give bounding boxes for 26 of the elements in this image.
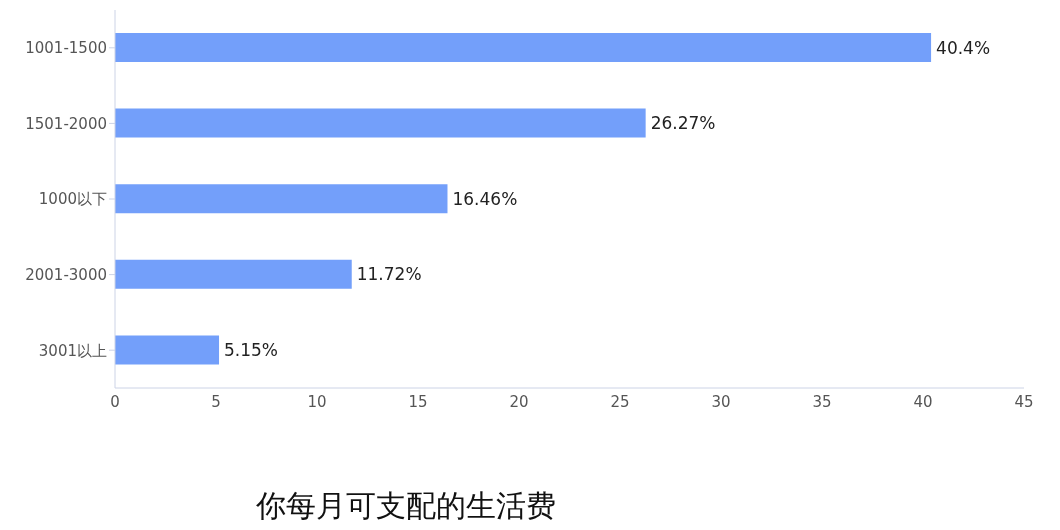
x-tick-label: 0 — [110, 392, 120, 411]
data-label: 5.15% — [224, 339, 279, 360]
x-tick-label: 25 — [610, 392, 630, 411]
text: 你每月可支配的生活费 — [256, 487, 557, 525]
x-tick-label: 40 — [913, 392, 933, 411]
data-label: 40.4% — [936, 37, 991, 58]
y-tick-label: 1001-1500 — [25, 39, 107, 58]
x-tick-label: 45 — [1014, 392, 1034, 411]
x-tick-label: 10 — [307, 392, 327, 411]
x-tick-label: 30 — [711, 392, 731, 411]
bar — [115, 335, 220, 365]
y-tick-label: 3001以上 — [38, 341, 107, 360]
x-tick-label: 35 — [812, 392, 832, 411]
y-tick-label: 2001-3000 — [25, 265, 107, 284]
bar — [115, 108, 646, 138]
bar — [115, 184, 448, 214]
x-tick-label: 5 — [211, 392, 221, 411]
x-tick-label: 15 — [408, 392, 428, 411]
data-label: 11.72% — [356, 264, 422, 285]
y-tick-label: 1000以下 — [38, 190, 107, 209]
bar — [115, 259, 352, 289]
bar — [115, 33, 932, 62]
data-label: 26.27% — [650, 113, 716, 134]
y-tick-label: 1501-2000 — [25, 114, 107, 133]
data-label: 16.46% — [452, 188, 518, 209]
x-tick-label: 20 — [509, 392, 529, 411]
